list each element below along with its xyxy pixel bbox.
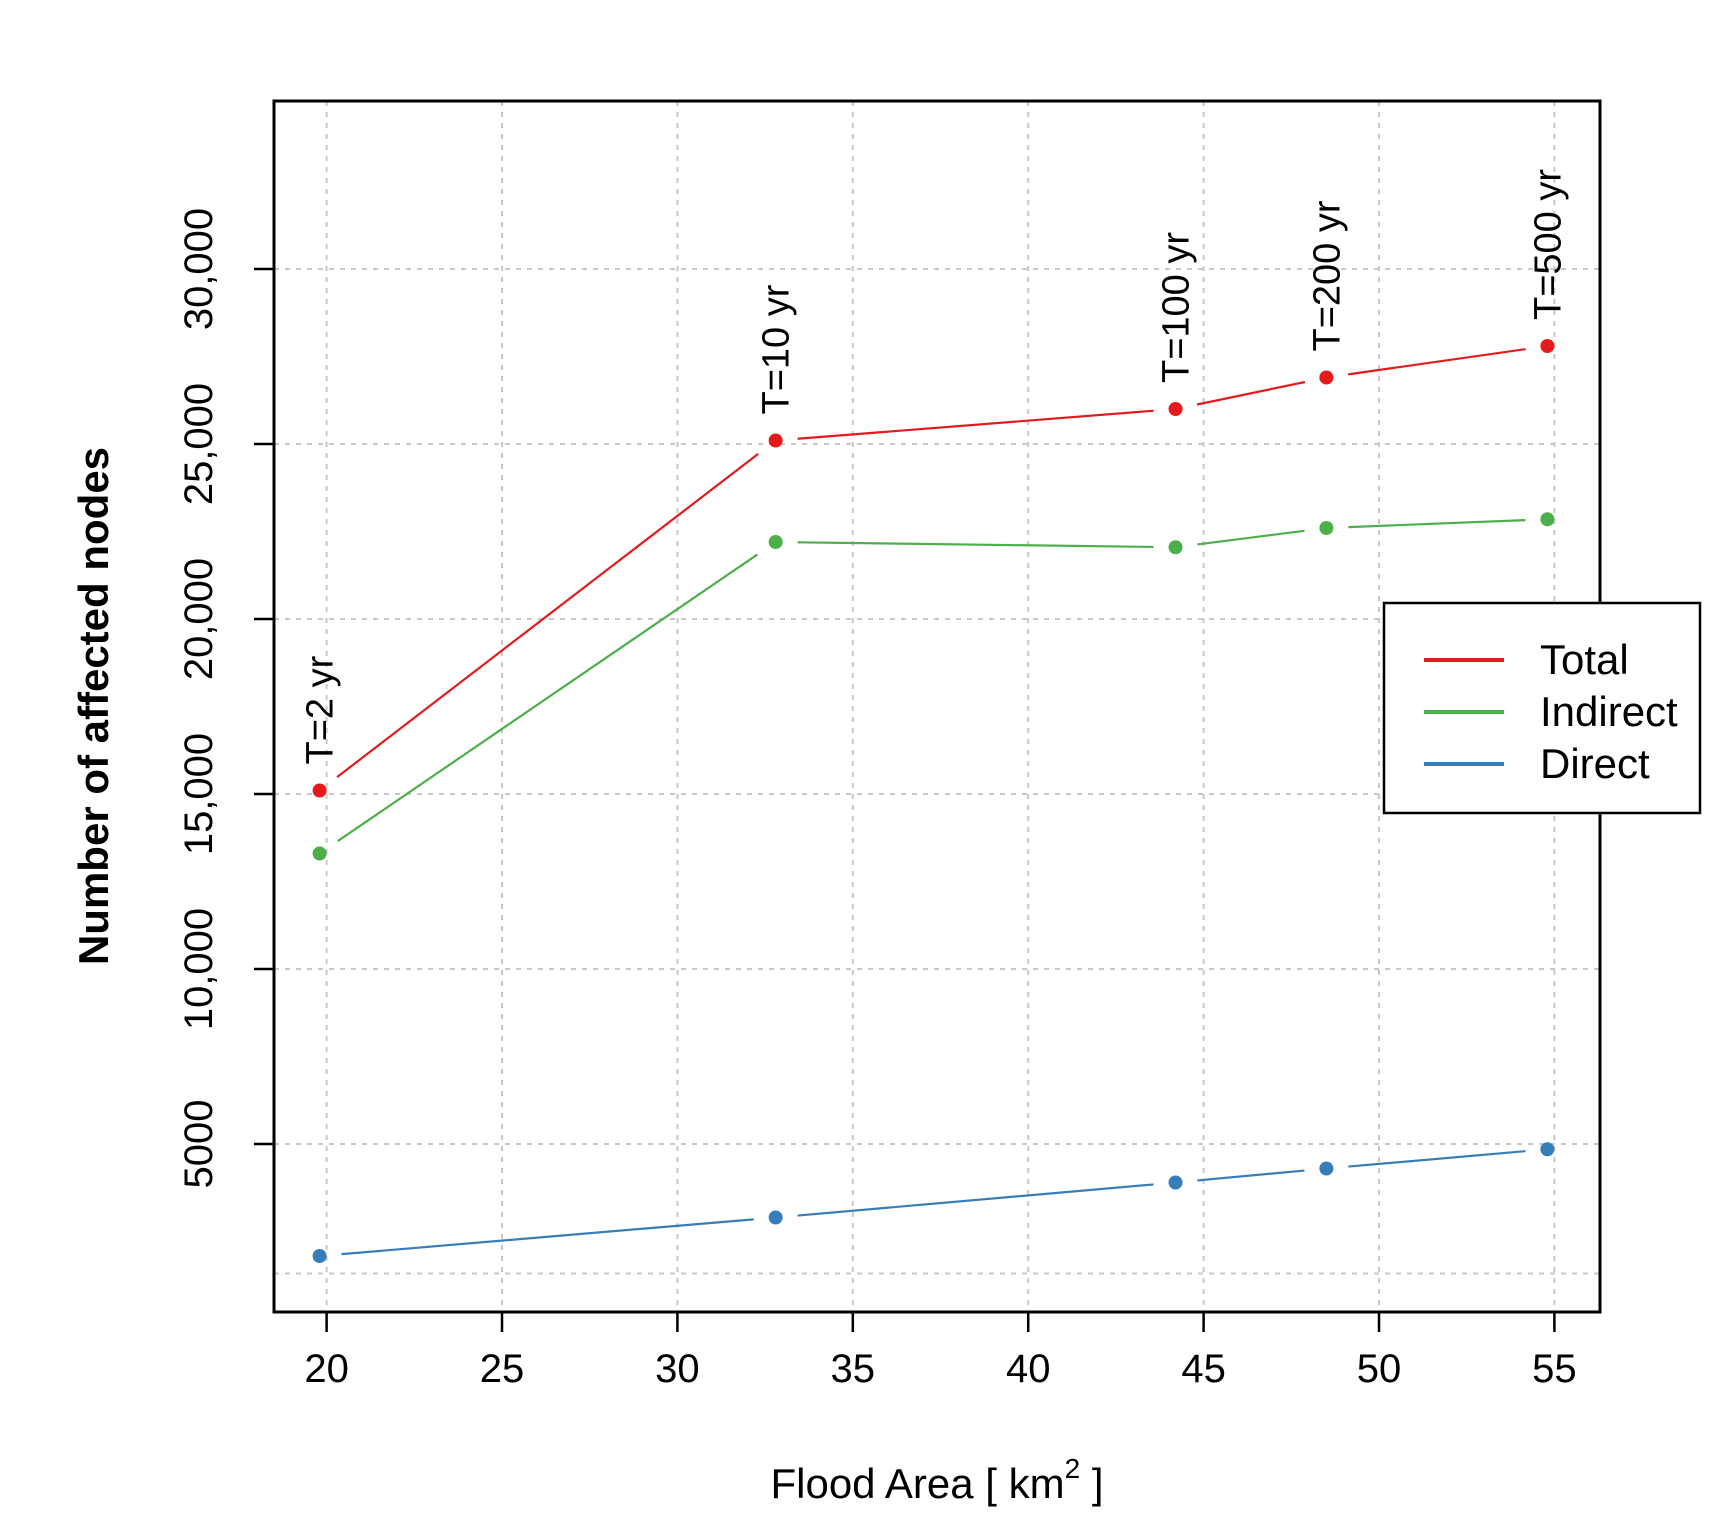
point-direct [768,1210,783,1225]
y-tick-label: 30,000 [177,208,221,330]
legend-label-direct: Direct [1540,740,1650,787]
x-axis-title: Flood Area [ km2 ] [770,1453,1103,1507]
line-segment-total [336,453,759,778]
x-tick-label: 40 [1006,1347,1051,1391]
point-total [1540,339,1555,353]
point-total [1168,402,1183,416]
y-tick-label: 25,000 [177,383,221,505]
y-tick-label: 15,000 [177,733,221,855]
line-segment-indirect [1348,519,1526,529]
legend-box [1382,601,1702,815]
x-tick-label: 30 [655,1347,700,1391]
point-indirect [1319,521,1334,535]
point-direct [1319,1161,1334,1176]
x-tick-label: 45 [1181,1347,1226,1391]
x-tick-label: 35 [831,1347,876,1391]
point-direct [312,1249,327,1263]
x-tick-label: 25 [480,1347,525,1391]
point-total [768,433,783,448]
point-indirect [312,846,327,861]
point-direct [1168,1175,1183,1190]
x-tick-label: 55 [1532,1347,1577,1391]
x-axis-title-text: Flood Area [ km [770,1460,1064,1507]
legend-label-indirect: Indirect [1540,688,1678,735]
legend-label-total: Total [1540,636,1629,683]
return-period-label: T=2 yr [300,655,342,764]
return-period-label: T=100 yr [1156,232,1198,383]
point-total [312,783,327,798]
line-segment-indirect [337,553,759,842]
y-tick-label: 5000 [177,1100,221,1189]
line-segment-total [797,409,1154,440]
y-axis-title: Number of affected nodes [70,447,117,965]
x-axis-title-superscript: 2 [1065,1453,1081,1484]
point-total [1319,370,1334,385]
return-period-label: T=500 yr [1527,169,1569,320]
x-axis: 20 25 30 35 40 45 50 55 [304,1312,1577,1391]
return-period-label: T=200 yr [1306,200,1348,351]
line-segment-total [1348,348,1526,376]
line-segment-direct [1348,1150,1526,1168]
line-segment-indirect [797,541,1154,549]
line-segment-indirect [1197,529,1305,546]
point-indirect [768,535,783,549]
x-tick-label: 20 [304,1347,349,1391]
line-segment-total [1196,380,1306,406]
series-lines [336,348,1526,1256]
point-indirect [1540,512,1555,527]
data-points [312,339,1555,1263]
line-segment-direct [1197,1169,1305,1182]
y-tick-label: 20,000 [177,558,221,680]
annotations: T=2 yr T=10 yr T=100 yr T=200 yr T=500 yr [300,169,1570,765]
y-axis: 5000 10,000 15,000 20,000 25,000 30,000 [177,208,274,1189]
y-tick-label: 10,000 [177,908,221,1030]
point-indirect [1168,540,1183,555]
x-tick-label: 50 [1357,1347,1402,1391]
return-period-label: T=10 yr [756,284,798,414]
line-segment-direct [341,1218,754,1256]
legend: Total Indirect Direct [1382,601,1702,815]
point-direct [1540,1142,1555,1157]
x-axis-title-end: ] [1080,1460,1103,1507]
line-segment-direct [797,1183,1154,1217]
